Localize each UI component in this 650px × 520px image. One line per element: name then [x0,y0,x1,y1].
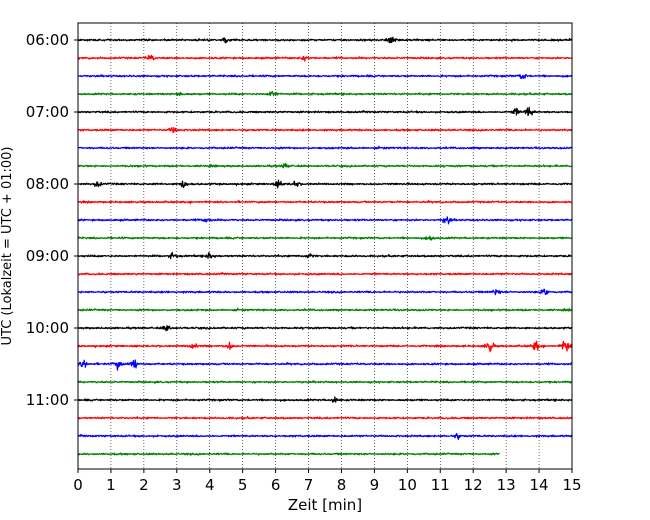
seismogram-trace [77,145,573,150]
seismogram-trace [77,179,573,189]
y-tick-label: 07:00 [26,103,69,121]
seismogram-trace [77,106,573,116]
seismogram-trace [77,162,573,169]
x-tick-label: 3 [172,476,182,494]
seismogram-trace [77,288,573,296]
seismogram-trace [77,452,500,456]
seismogram-trace [77,126,573,133]
x-tick-label: 0 [73,476,83,494]
x-tick-label: 12 [464,476,483,494]
seismogram-trace [77,325,573,332]
seismogram-trace [77,199,573,205]
seismogram-trace [77,415,573,420]
x-tick-label: 11 [431,476,450,494]
x-tick-label: 4 [205,476,215,494]
x-tick-label: 10 [398,476,417,494]
x-tick-label: 6 [271,476,281,494]
tick-layer: 0 1 2 3 4 5 6 7 8 9 10 11 12 13 14 1506:0007:0008:0009:… [26,31,582,494]
x-tick-label: 9 [370,476,380,494]
seismogram-trace [77,90,573,97]
y-tick-label: 10:00 [26,319,69,337]
seismogram-trace [77,74,573,80]
grid-layer [110,23,540,469]
y-tick-label: 09:00 [26,247,69,265]
x-axis-label: Zeit [min] [288,496,362,514]
seismogram-trace [77,432,573,440]
plot-frame [77,22,573,470]
x-tick-label: 14 [530,476,549,494]
y-tick-label: 11:00 [26,391,69,409]
seismogram-trace [77,251,573,260]
seismogram-trace [77,235,573,241]
x-tick-label: 7 [304,476,314,494]
x-tick-label: 13 [497,476,516,494]
seismogram-trace [77,396,573,403]
x-tick-label: 5 [238,476,248,494]
seismogram-trace [77,271,573,276]
x-tick-label: 8 [337,476,347,494]
seismogram-trace [77,216,573,225]
seismogram-trace [77,380,573,384]
seismogram-trace [77,36,573,44]
x-tick-label: 2 [139,476,149,494]
seismogram-trace [77,54,573,62]
seismogram-trace [77,307,573,312]
seismogram-trace [77,340,573,353]
x-tick-label: 15 [562,476,581,494]
y-axis-label: UTC (Lokalzeit = UTC + 01:00) [0,147,15,346]
y-tick-label: 06:00 [26,31,69,49]
trace-layer [77,36,573,456]
seismogram-trace [77,359,573,371]
x-tick-label: 1 [106,476,116,494]
y-tick-label: 08:00 [26,175,69,193]
